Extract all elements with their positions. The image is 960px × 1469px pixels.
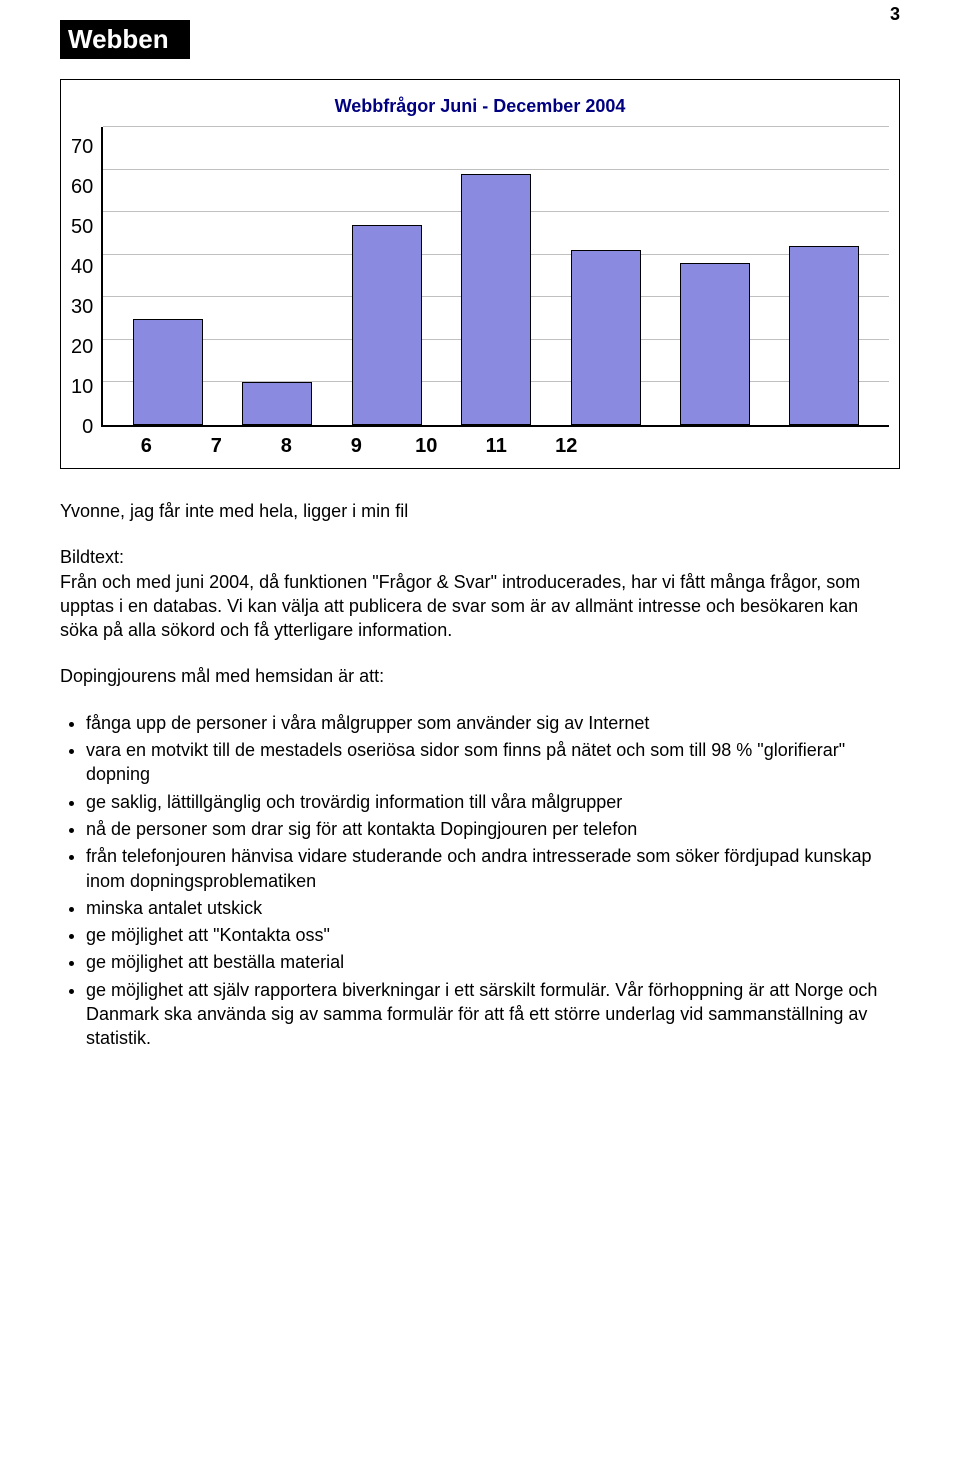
plot-area [101,127,889,427]
x-tick: 7 [181,435,251,458]
x-tick: 9 [321,435,391,458]
bar [461,174,531,425]
y-tick: 60 [71,177,93,197]
list-item: ge möjlighet att "Kontakta oss" [86,923,900,947]
y-axis: 706050403020100 [71,127,101,427]
x-tick: 6 [111,435,181,458]
bildtext-body: Från och med juni 2004, då funktionen "F… [60,572,860,641]
bars-container [103,127,889,425]
section-header: Webben [60,20,190,59]
y-tick: 50 [71,217,93,237]
bildtext-paragraph: Bildtext: Från och med juni 2004, då fun… [60,545,900,642]
y-tick: 0 [82,417,93,437]
list-item: ge möjlighet att själv rapportera biverk… [86,978,900,1051]
list-item: vara en motvikt till de mestadels oseriö… [86,738,900,787]
list-item: nå de personer som drar sig för att kont… [86,817,900,841]
x-tick: 10 [391,435,461,458]
bar [680,263,750,425]
x-axis: 6789101112 [101,427,611,462]
bar [352,225,422,425]
bar [571,250,641,425]
list-item: ge möjlighet att beställa material [86,950,900,974]
chart-title: Webbfrågor Juni - December 2004 [71,96,889,117]
y-tick: 20 [71,337,93,357]
y-tick: 10 [71,377,93,397]
y-tick: 30 [71,297,93,317]
bar [133,319,203,425]
y-tick: 70 [71,137,93,157]
intro-line: Yvonne, jag får inte med hela, ligger i … [60,499,900,523]
page-number: 3 [890,4,900,25]
body-text: Yvonne, jag får inte med hela, ligger i … [60,499,900,1051]
goals-list: fånga upp de personer i våra målgrupper … [60,711,900,1051]
document-page: 3 Webben Webbfrågor Juni - December 2004… [0,0,960,1094]
goals-heading: Dopingjourens mål med hemsidan är att: [60,664,900,688]
bar-chart: Webbfrågor Juni - December 2004 70605040… [60,79,900,469]
bar [242,382,312,425]
list-item: ge saklig, lättillgänglig och trovärdig … [86,790,900,814]
x-tick: 12 [531,435,601,458]
y-tick: 40 [71,257,93,277]
x-tick: 11 [461,435,531,458]
bildtext-label: Bildtext: [60,547,124,567]
chart-plot: 706050403020100 00 6789101112 [71,127,889,462]
list-item: minska antalet utskick [86,896,900,920]
list-item: fånga upp de personer i våra målgrupper … [86,711,900,735]
list-item: från telefonjouren hänvisa vidare studer… [86,844,900,893]
x-tick: 8 [251,435,321,458]
bar [789,246,859,425]
